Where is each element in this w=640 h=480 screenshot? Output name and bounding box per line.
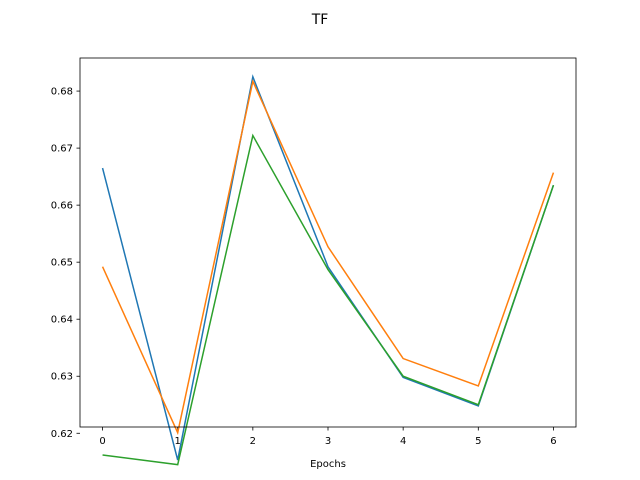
y-tick-label: 0.67: [51, 144, 73, 155]
x-axis-label: Epochs: [310, 459, 346, 470]
series-line-1: [101, 74, 555, 461]
plot-frame: [79, 57, 577, 428]
y-tick-label: 0.66: [51, 201, 73, 212]
x-tick-label: 0: [99, 436, 105, 447]
y-tick-label: 0.62: [51, 429, 73, 440]
x-tick-label: 5: [475, 436, 481, 447]
chart-title: TF: [311, 12, 329, 28]
x-tick-label: 4: [400, 436, 406, 447]
y-tick-label: 0.68: [51, 87, 73, 98]
series-line-3: [102, 133, 555, 466]
y-tick-label: 0.65: [51, 258, 73, 269]
x-tick-label: 3: [325, 436, 331, 447]
x-tick-label: 1: [175, 436, 181, 447]
series-line-2: [101, 78, 555, 436]
series-lines: [101, 74, 555, 466]
y-axis: 0.62 0.63 0.64 0.65 0.66 0.67 0.68: [51, 87, 80, 440]
x-tick-label: 6: [550, 436, 556, 447]
y-tick-label: 0.63: [51, 372, 73, 383]
x-tick-label: 2: [250, 436, 256, 447]
x-axis: 0 1 2 3 4 5 6: [99, 427, 557, 447]
y-tick-label: 0.64: [51, 315, 73, 326]
